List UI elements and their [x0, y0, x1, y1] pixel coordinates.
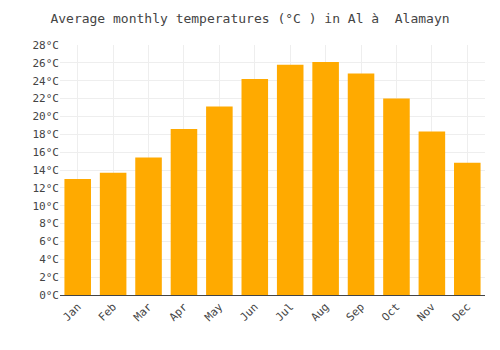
svg-text:4°C: 4°C [39, 253, 59, 266]
svg-text:Jul: Jul [273, 301, 296, 324]
svg-text:Oct: Oct [379, 301, 402, 324]
svg-text:24°C: 24°C [33, 75, 60, 88]
svg-text:Feb: Feb [96, 301, 119, 324]
svg-text:10°C: 10°C [33, 200, 60, 213]
svg-text:22°C: 22°C [33, 92, 60, 105]
svg-text:Jan: Jan [60, 301, 83, 324]
svg-text:14°C: 14°C [33, 164, 60, 177]
svg-text:2°C: 2°C [39, 271, 59, 284]
svg-text:Apr: Apr [167, 300, 191, 324]
svg-text:12°C: 12°C [33, 182, 60, 195]
svg-text:28°C: 28°C [33, 39, 60, 52]
svg-text:20°C: 20°C [33, 110, 60, 123]
svg-text:26°C: 26°C [33, 57, 60, 70]
svg-text:May: May [202, 300, 226, 324]
svg-text:Aug: Aug [308, 301, 331, 324]
svg-text:Jun: Jun [238, 301, 261, 324]
svg-text:6°C: 6°C [39, 235, 59, 248]
svg-text:18°C: 18°C [33, 128, 60, 141]
svg-text:Dec: Dec [450, 301, 473, 324]
svg-text:Average monthly temperatures (: Average monthly temperatures (°C ) in Al… [50, 11, 449, 26]
svg-text:Sep: Sep [344, 301, 367, 324]
svg-text:Mar: Mar [131, 300, 155, 324]
svg-text:16°C: 16°C [33, 146, 60, 159]
svg-text:0°C: 0°C [39, 289, 59, 302]
svg-text:8°C: 8°C [39, 217, 59, 230]
svg-text:Nov: Nov [415, 300, 439, 324]
